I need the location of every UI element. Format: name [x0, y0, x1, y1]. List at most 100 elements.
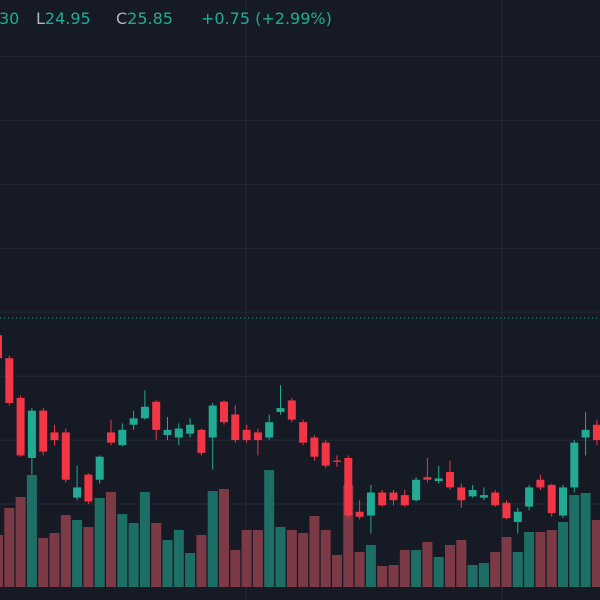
candle-body — [50, 432, 59, 441]
volume-bar — [524, 532, 535, 587]
candle-body — [581, 429, 590, 438]
candle-body — [152, 401, 161, 430]
low-key: L — [36, 9, 45, 28]
volume-bar — [264, 470, 275, 587]
volume-bar — [377, 566, 388, 587]
candle-body — [333, 460, 341, 462]
candle-body — [457, 487, 466, 501]
candle-body — [344, 457, 353, 516]
candle-body — [231, 414, 240, 441]
candle-body — [242, 429, 251, 441]
volume-bar — [501, 537, 512, 587]
candle-body — [412, 479, 421, 501]
low-value: 24.95 — [45, 9, 91, 28]
volume-bar — [106, 492, 116, 587]
candle-body — [174, 428, 183, 438]
volume-bar — [83, 527, 94, 587]
volume-bar — [343, 485, 354, 587]
candle-body — [468, 489, 477, 497]
volume-bar — [117, 514, 128, 587]
candle-body — [321, 442, 330, 466]
candle-body — [547, 484, 556, 514]
candle-body — [491, 492, 500, 506]
volume-bar — [49, 533, 60, 587]
ohlc-legend: 30 L24.95 C25.85 +0.75 (+2.99%) — [0, 9, 332, 28]
change-value: +0.75 (+2.99%) — [201, 9, 332, 28]
volume-bar — [275, 527, 286, 587]
volume-bar — [490, 552, 501, 587]
candle-body — [118, 429, 127, 446]
volume-bar — [354, 552, 365, 587]
volume-bar — [185, 553, 196, 587]
volume-bar — [128, 523, 139, 587]
candle-body — [570, 442, 579, 488]
candle-body — [186, 424, 195, 434]
candle-body — [163, 429, 172, 435]
candle-body — [73, 487, 82, 498]
candle-body — [39, 410, 48, 452]
candle-body — [265, 422, 274, 438]
volume-bar — [173, 530, 184, 587]
volume-bar — [286, 530, 297, 587]
volume-bar — [151, 523, 162, 587]
volume-bar — [26, 475, 37, 587]
plot — [0, 335, 600, 587]
candle-body — [423, 477, 432, 480]
candle-body — [592, 424, 600, 441]
volume-bar — [60, 515, 71, 587]
candle-body — [84, 474, 93, 502]
high-value: 30 — [0, 9, 19, 28]
volume-bar — [4, 508, 15, 587]
candle-body — [559, 487, 567, 516]
volume-bar — [445, 545, 455, 587]
candle-body — [220, 401, 228, 423]
volume-bar — [569, 495, 580, 587]
candle-body — [61, 432, 70, 480]
volume-bar — [558, 522, 568, 587]
volume-bar — [162, 540, 173, 587]
candle-body — [513, 511, 522, 522]
volume-bar — [399, 550, 410, 587]
volume-bar — [411, 550, 422, 587]
candle-body — [276, 408, 285, 412]
volume-bar — [591, 520, 600, 587]
volume-bar — [535, 532, 546, 587]
volume-bar — [0, 535, 3, 587]
candle-body — [479, 495, 488, 498]
candle-body — [27, 410, 36, 458]
volume-bar — [332, 555, 342, 587]
candle-body — [502, 502, 511, 519]
candle-body — [446, 472, 454, 488]
volume-bar — [207, 491, 218, 587]
candle-body — [400, 495, 409, 506]
candle-body — [140, 406, 149, 419]
candle-body — [0, 335, 2, 359]
candle-body — [366, 492, 375, 516]
candle-body — [355, 511, 364, 517]
volume-bar — [139, 492, 150, 587]
candle-body — [310, 437, 319, 457]
volume-bar — [456, 540, 467, 587]
candle-body — [434, 478, 443, 482]
volume-bar — [580, 493, 591, 587]
volume-bar — [388, 565, 399, 587]
volume-bar — [15, 497, 26, 587]
candle-body — [107, 432, 115, 443]
volume-bar — [252, 530, 263, 587]
close-value: 25.85 — [127, 9, 173, 28]
candle-body — [95, 456, 104, 480]
candle-body — [5, 358, 14, 403]
volume-bar — [298, 533, 309, 587]
candle-body — [253, 432, 262, 441]
candle-body — [536, 479, 545, 488]
volume-bar — [309, 516, 320, 587]
candle-body — [378, 492, 387, 506]
candle-body — [299, 422, 308, 443]
volume-bar — [467, 565, 478, 587]
volume-bar — [94, 498, 105, 587]
volume-bar — [241, 530, 252, 587]
close-key: C — [116, 9, 127, 28]
candle-body — [129, 418, 138, 425]
candle-body — [197, 429, 206, 453]
